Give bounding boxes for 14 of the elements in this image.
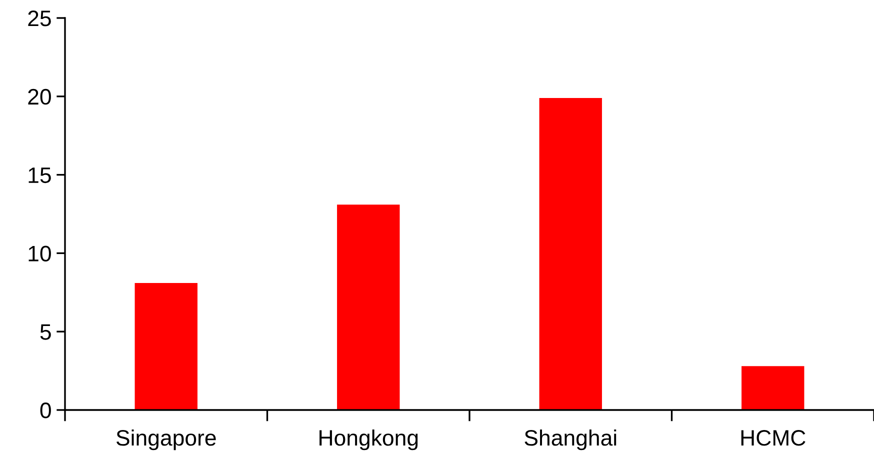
y-tick-label: 15	[28, 168, 51, 184]
x-tick-label: HCMC	[741, 430, 806, 446]
y-tick-label: 25	[28, 10, 51, 26]
x-tick-label: Singapore	[116, 429, 216, 450]
x-tick-label: Hongkong	[320, 429, 418, 450]
bar	[337, 204, 400, 410]
bar	[539, 98, 602, 410]
y-tick-label: 0	[40, 402, 51, 418]
y-tick-label: 20	[28, 88, 51, 105]
x-tick-label: Shanghai	[524, 429, 616, 450]
y-tick-label: 5	[40, 324, 51, 340]
bar	[742, 366, 804, 410]
bar	[134, 282, 198, 410]
y-tick-label: 10	[28, 246, 51, 262]
